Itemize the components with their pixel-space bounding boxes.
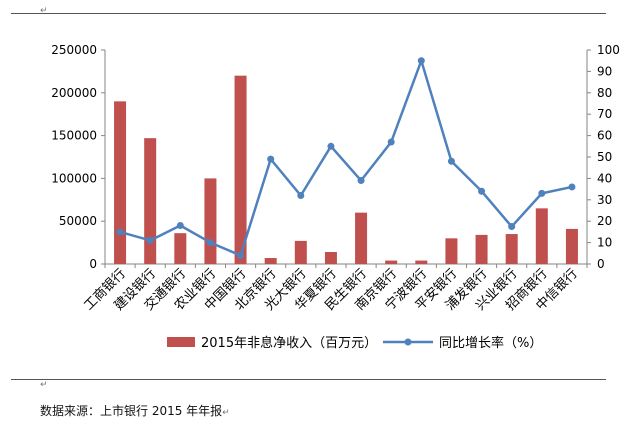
right-tick-label: 90 bbox=[597, 64, 612, 78]
bar bbox=[264, 258, 277, 264]
line-point bbox=[357, 177, 365, 185]
right-tick-label: 10 bbox=[597, 236, 612, 250]
line-point bbox=[237, 251, 245, 259]
legend-line-label: 同比增长率（%） bbox=[439, 335, 542, 351]
line-point bbox=[447, 157, 455, 165]
bar bbox=[294, 240, 307, 264]
bar bbox=[144, 138, 157, 264]
left-tick-label: 250000 bbox=[51, 43, 97, 57]
right-tick-label: 0 bbox=[597, 257, 605, 271]
bar bbox=[234, 75, 247, 265]
source-return-mark: ↵ bbox=[222, 408, 230, 418]
right-tick-label: 70 bbox=[597, 107, 612, 121]
right-tick-label: 40 bbox=[597, 171, 612, 185]
bar bbox=[355, 212, 368, 264]
left-tick-label: 200000 bbox=[51, 86, 97, 100]
right-tick-label: 30 bbox=[597, 193, 612, 207]
line-point bbox=[267, 155, 275, 163]
line-point bbox=[176, 221, 184, 229]
bar bbox=[565, 228, 578, 264]
chart-legend: 2015年非息净收入（百万元） 同比增长率（%） bbox=[167, 335, 542, 351]
left-tick-label: 100000 bbox=[51, 171, 97, 185]
bar bbox=[475, 234, 488, 264]
bar bbox=[174, 233, 187, 264]
growth-line bbox=[119, 59, 573, 257]
line-point bbox=[508, 223, 516, 231]
right-tick-label: 50 bbox=[597, 150, 612, 164]
top-rule bbox=[11, 13, 606, 14]
line-point bbox=[146, 236, 154, 244]
top-return-mark: ↵ bbox=[40, 6, 48, 16]
source-text: 数据来源：上市银行 2015 年年报 bbox=[40, 404, 223, 418]
line-point bbox=[478, 187, 486, 195]
line-point bbox=[297, 192, 305, 200]
bank-income-chart: 0 50000 100000 150000 200000 250000 0 10 20 30 40 5… bbox=[51, 43, 620, 351]
bar bbox=[114, 101, 127, 264]
bar-series bbox=[114, 75, 578, 265]
legend-line-marker bbox=[404, 338, 412, 346]
right-tick-label: 20 bbox=[597, 214, 612, 228]
right-tick-label: 60 bbox=[597, 129, 612, 143]
bar bbox=[505, 234, 518, 264]
bar bbox=[535, 208, 548, 264]
left-tick-label: 0 bbox=[89, 257, 97, 271]
line-point bbox=[387, 138, 395, 146]
line-point bbox=[116, 228, 124, 236]
line-point bbox=[417, 57, 425, 65]
bar bbox=[445, 238, 458, 264]
line-point bbox=[206, 239, 214, 247]
bar bbox=[204, 178, 217, 264]
left-tick-label: 150000 bbox=[51, 129, 97, 143]
line-point bbox=[538, 189, 546, 197]
line-series bbox=[116, 57, 576, 259]
bottom-return-mark: ↵ bbox=[40, 380, 48, 390]
left-tick-label: 50000 bbox=[59, 214, 97, 228]
line-point bbox=[568, 183, 576, 191]
right-tick-label: 100 bbox=[597, 43, 620, 57]
bottom-rule bbox=[11, 379, 606, 380]
source-note: 数据来源：上市银行 2015 年年报↵ bbox=[40, 402, 230, 419]
legend-bar-swatch bbox=[167, 337, 195, 347]
bar bbox=[415, 260, 428, 264]
chart-axes: 0 50000 100000 150000 200000 250000 0 10 20 30 40 5… bbox=[51, 43, 620, 314]
line-point bbox=[327, 142, 335, 150]
bar bbox=[324, 252, 337, 264]
bar bbox=[385, 260, 398, 264]
legend-bar-label: 2015年非息净收入（百万元） bbox=[201, 335, 377, 351]
right-tick-label: 80 bbox=[597, 86, 612, 100]
